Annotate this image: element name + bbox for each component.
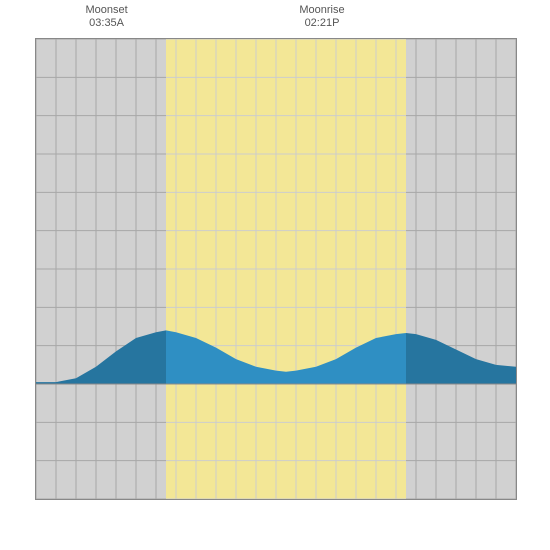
moonset-title: Moonset	[85, 4, 127, 17]
plot-area: -3-2-101234567891a2a3a4a5a6a7a8a9a101112…	[35, 38, 517, 500]
top-annotations: Moonset 03:35A Moonrise 02:21P	[0, 4, 550, 36]
moonset-time: 03:35A	[85, 17, 127, 30]
tide-chart: Moonset 03:35A Moonrise 02:21P -3-2-1012…	[0, 0, 550, 550]
moonset-label: Moonset 03:35A	[85, 4, 127, 30]
chart-svg	[36, 39, 516, 499]
moonrise-title: Moonrise	[299, 4, 344, 17]
moonrise-time: 02:21P	[299, 17, 344, 30]
moonrise-label: Moonrise 02:21P	[299, 4, 344, 30]
